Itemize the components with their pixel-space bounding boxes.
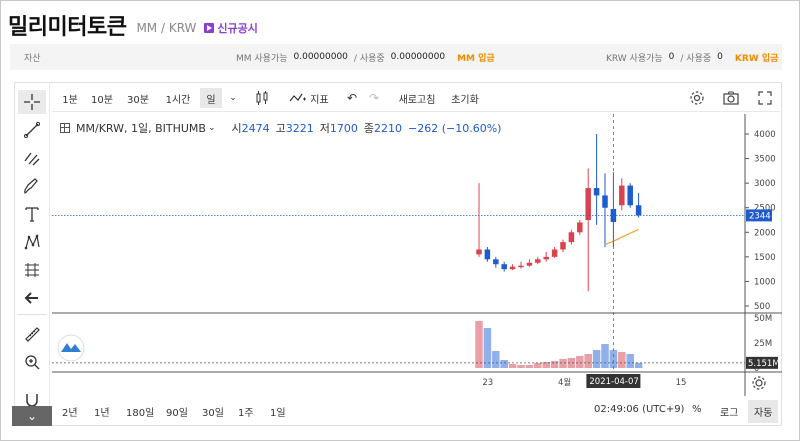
- asset-bar: 자산 MM 사용가능 0.00000000 / 사용중 0.00000000 M…: [10, 44, 782, 70]
- indicator-button[interactable]: 지표: [288, 88, 330, 108]
- range-bar: 2년 1년 180일 90일 30일 1주 1일 02:49:06 (UTC+9…: [52, 398, 780, 424]
- undo-button[interactable]: ↶: [344, 88, 360, 108]
- crosshair-tool[interactable]: [18, 90, 46, 114]
- fib-icon: [24, 152, 40, 166]
- brush-tool[interactable]: [18, 174, 46, 198]
- clock-time: 02:49:06 (UTC+9): [594, 404, 685, 415]
- percent-toggle[interactable]: %: [692, 404, 702, 415]
- interval-10m[interactable]: 10분: [91, 94, 113, 106]
- krw-available-label: KRW 사용가능: [606, 53, 663, 64]
- crosshair-icon: [24, 94, 40, 110]
- mm-deposit-link[interactable]: MM 입금: [457, 53, 495, 64]
- line-icon: [23, 121, 41, 139]
- gear-icon: [690, 91, 704, 105]
- close-value: 2210: [374, 122, 402, 135]
- low-value: 1700: [329, 122, 358, 135]
- undo-icon: ↶: [346, 91, 358, 105]
- redo-icon: ↷: [368, 91, 380, 105]
- text-icon: [25, 207, 39, 222]
- scroll-down-button[interactable]: ⌄: [12, 406, 52, 426]
- interval-day[interactable]: 일: [200, 88, 222, 108]
- settings-button[interactable]: [686, 88, 708, 108]
- coin-header: 밀리미터토큰 MM / KRW 신규공시: [8, 8, 258, 42]
- low-label: 저: [319, 122, 330, 135]
- notice-link[interactable]: 신규공시: [204, 20, 258, 36]
- auto-toggle[interactable]: 자동: [748, 400, 779, 423]
- zoom-tool[interactable]: [18, 350, 46, 374]
- tool-divider: [18, 314, 46, 315]
- notice-icon: [204, 23, 215, 33]
- trend-line-tool[interactable]: [18, 118, 46, 142]
- range-180d[interactable]: 180일: [126, 408, 155, 419]
- arrow-left-icon: [24, 292, 38, 304]
- chevron-down-icon: ⌄: [229, 93, 237, 103]
- text-tool[interactable]: [18, 202, 46, 226]
- back-tool[interactable]: [18, 286, 46, 310]
- magnet-tool[interactable]: [18, 388, 46, 412]
- interval-dropdown[interactable]: ⌄: [226, 88, 240, 108]
- close-label: 종: [363, 122, 374, 135]
- pattern-tool[interactable]: [18, 230, 46, 254]
- mm-available-value: 0.00000000: [293, 52, 348, 62]
- range-1y[interactable]: 1년: [94, 408, 110, 419]
- candlestick-icon: [256, 91, 268, 105]
- open-value: 2474: [241, 122, 270, 135]
- range-90d[interactable]: 90일: [166, 408, 188, 419]
- mm-balance: MM 사용가능 0.00000000 / 사용중 0.00000000 MM 입…: [236, 51, 495, 64]
- krw-available-value: 0: [668, 52, 675, 62]
- chart-container: [14, 82, 782, 426]
- trading-pair: MM / KRW: [136, 21, 197, 35]
- drawing-toolbar: [14, 82, 50, 426]
- notice-label: 신규공시: [217, 22, 258, 35]
- indicator-label: 지표: [310, 94, 329, 106]
- chart-toolbar: 1분 10분 30분 1시간 일 ⌄ 지표 ↶ ↷ 새로고침 초기화: [52, 84, 780, 112]
- interval-1h[interactable]: 1시간: [165, 94, 191, 106]
- chart-type-button[interactable]: [252, 88, 272, 108]
- krw-in-use-label: / 사용중: [680, 53, 712, 64]
- fullscreen-icon: [758, 91, 772, 105]
- chart-legend: MM/KRW, 1일, BITHUMB ⌄ 시2474 고3221 저1700 …: [60, 120, 501, 136]
- prediction-tool[interactable]: [18, 258, 46, 282]
- camera-icon: [723, 91, 739, 105]
- open-label: 시: [231, 122, 242, 135]
- range-1d[interactable]: 1일: [270, 408, 286, 419]
- interval-1m[interactable]: 1분: [62, 94, 78, 106]
- reset-button[interactable]: 초기화: [451, 94, 479, 106]
- ruler-icon: [25, 327, 40, 342]
- range-1w[interactable]: 1주: [238, 408, 254, 419]
- fullscreen-button[interactable]: [754, 88, 776, 108]
- log-toggle[interactable]: 로그: [720, 408, 739, 419]
- mm-in-use-label: / 사용중: [353, 53, 385, 64]
- mm-in-use-value: 0.00000000: [390, 52, 446, 62]
- indicator-icon: [289, 93, 307, 102]
- prediction-icon: [25, 263, 39, 277]
- coin-name: 밀리미터토큰: [8, 15, 127, 40]
- redo-button[interactable]: ↷: [366, 88, 382, 108]
- pattern-icon: [24, 233, 40, 250]
- high-value: 3221: [285, 122, 314, 135]
- range-2y[interactable]: 2년: [62, 408, 78, 419]
- magnet-icon: [26, 394, 38, 407]
- legend-dropdown-icon[interactable]: ⌄: [207, 123, 216, 133]
- zoom-in-icon: [25, 355, 40, 370]
- krw-deposit-link[interactable]: KRW 입금: [734, 53, 779, 64]
- legend-symbol: MM/KRW, 1일, BITHUMB: [76, 122, 206, 135]
- brush-icon: [24, 178, 38, 194]
- krw-in-use-value: 0: [717, 52, 723, 62]
- krw-balance: KRW 사용가능 0 / 사용중 0 KRW 입금: [606, 51, 778, 64]
- high-label: 고: [275, 122, 286, 135]
- fib-tool[interactable]: [18, 146, 46, 170]
- legend-toggle-icon[interactable]: [60, 123, 70, 133]
- refresh-button[interactable]: 새로고침: [398, 94, 436, 106]
- measure-tool[interactable]: [18, 322, 46, 346]
- range-30d[interactable]: 30일: [202, 408, 224, 419]
- chevron-down-icon: ⌄: [26, 409, 38, 423]
- screenshot-button[interactable]: [720, 88, 742, 108]
- change-value: −262 (−10.60%): [408, 121, 502, 135]
- mm-available-label: MM 사용가능: [236, 53, 288, 64]
- interval-30m[interactable]: 30분: [127, 94, 149, 106]
- asset-label: 자산: [24, 53, 41, 64]
